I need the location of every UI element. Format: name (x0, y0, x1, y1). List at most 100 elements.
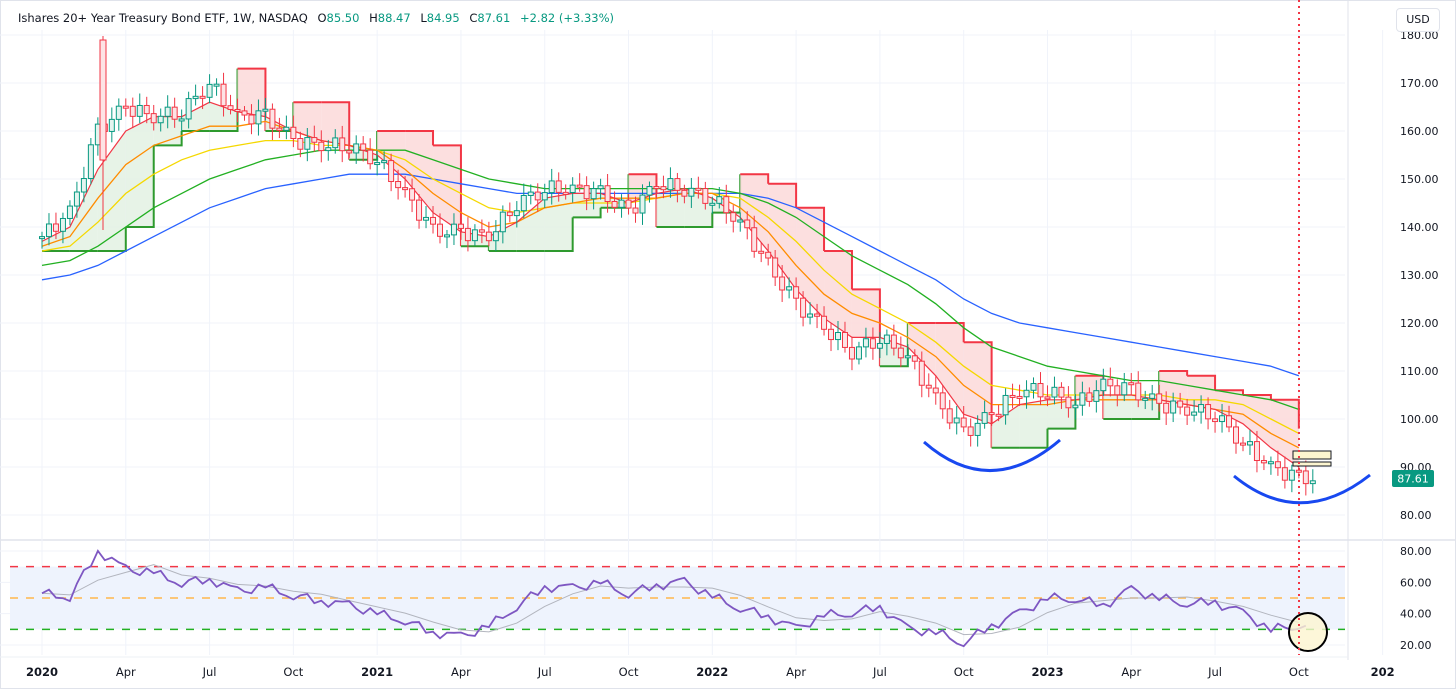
candle-body (283, 126, 290, 131)
candle-body (995, 413, 1002, 417)
candle-body (883, 334, 890, 344)
stop-line (1242, 394, 1272, 400)
candle-body (814, 313, 821, 317)
candle-body (485, 231, 492, 242)
cloud-segment (433, 145, 461, 232)
candle-body (66, 205, 73, 219)
candle-body (988, 412, 995, 416)
candle-body (255, 110, 262, 125)
candle-body (751, 227, 758, 252)
candle-body (1079, 392, 1086, 406)
highlight-box (1292, 461, 1332, 467)
rsi-tick-label: 80.00 (1400, 545, 1432, 558)
cloud-segment (125, 116, 154, 227)
candle-body (1267, 461, 1274, 465)
candle-body (548, 180, 555, 194)
candle-body (499, 211, 506, 233)
time-tick-label: Jul (1207, 665, 1222, 679)
candle-body (807, 313, 814, 318)
candle-body (653, 186, 660, 190)
candle-body (1191, 411, 1198, 416)
candle-body (723, 196, 730, 214)
candle-body (1156, 393, 1163, 404)
candle-body (1023, 389, 1030, 398)
candle-body (192, 95, 199, 100)
stop-line (125, 145, 155, 228)
cup-arc-2022 (923, 438, 1061, 472)
candle-body (99, 39, 107, 161)
candle-body (541, 192, 548, 201)
candle-body (1142, 397, 1149, 401)
currency-button[interactable]: USD (1396, 8, 1440, 32)
candle-body (1114, 385, 1121, 396)
candle-body (1072, 404, 1079, 409)
candle-body (1212, 418, 1219, 423)
candle-body (423, 216, 430, 221)
price-tick-label: 110.00 (1400, 365, 1439, 378)
rsi-tick-label: 20.00 (1400, 639, 1432, 652)
stop-line (740, 173, 770, 184)
candle-body (346, 150, 353, 154)
candle-body (318, 141, 325, 152)
stop-line (572, 207, 602, 219)
candle-body (136, 104, 143, 117)
price-tick-label: 140.00 (1400, 221, 1439, 234)
candle-body (450, 223, 457, 236)
candle-body (332, 137, 339, 149)
candle-body (527, 191, 534, 196)
candle-body (248, 114, 255, 125)
candle-body (925, 384, 932, 389)
candle-body (821, 315, 828, 330)
rsi-tick-label: 60.00 (1400, 576, 1432, 589)
candle-body (744, 219, 751, 229)
candle-body (828, 328, 835, 341)
candle-body (1302, 470, 1309, 485)
price-tick-label: 160.00 (1400, 125, 1439, 138)
candle-body (471, 229, 478, 242)
candle-body (1044, 396, 1051, 400)
candle-body (171, 106, 178, 120)
candle-body (1037, 383, 1044, 398)
close-label: C (469, 11, 478, 25)
candle-body (674, 178, 681, 191)
change-value: +2.82 (+3.33%) (519, 11, 615, 25)
candle-body (388, 160, 395, 183)
candle-body (862, 338, 869, 348)
stop-line (544, 217, 574, 252)
cloud-segment (1270, 399, 1299, 467)
cloud-segment (851, 289, 880, 338)
candle-body (1226, 415, 1233, 428)
stop-line (684, 212, 714, 228)
candle-body (262, 108, 269, 112)
candle-body (206, 83, 213, 98)
candle-body (604, 185, 611, 203)
candle-body (108, 118, 115, 132)
price-grid: 180.00 170.00 160.00 150.00 140.00 130.00 120.… (0, 29, 1439, 522)
candle-body (39, 236, 45, 240)
candle-body (702, 188, 709, 204)
candle-body (297, 138, 304, 150)
price-tick-label: 150.00 (1400, 173, 1439, 186)
cup-arc-2023 (1233, 473, 1371, 505)
candle-body (269, 108, 276, 129)
time-tick-label: Apr (116, 665, 136, 679)
candle-body (730, 212, 737, 222)
candle-body (890, 334, 897, 349)
candle-body (583, 185, 590, 200)
candle-body (590, 188, 597, 200)
candle-body (290, 126, 297, 140)
stop-line (1019, 428, 1049, 449)
candle-body (87, 144, 94, 180)
candle-body (122, 105, 129, 109)
time-tick-label: Jul (872, 665, 887, 679)
candles (39, 36, 1316, 496)
candle-body (80, 178, 87, 193)
cloud-segment (740, 174, 769, 251)
candle-body (1058, 386, 1065, 398)
candle-body (932, 387, 939, 394)
candle-body (1051, 386, 1058, 398)
price-tick-label: 80.00 (1400, 509, 1432, 522)
candle-body (339, 137, 346, 152)
cloud-segment (796, 207, 825, 319)
